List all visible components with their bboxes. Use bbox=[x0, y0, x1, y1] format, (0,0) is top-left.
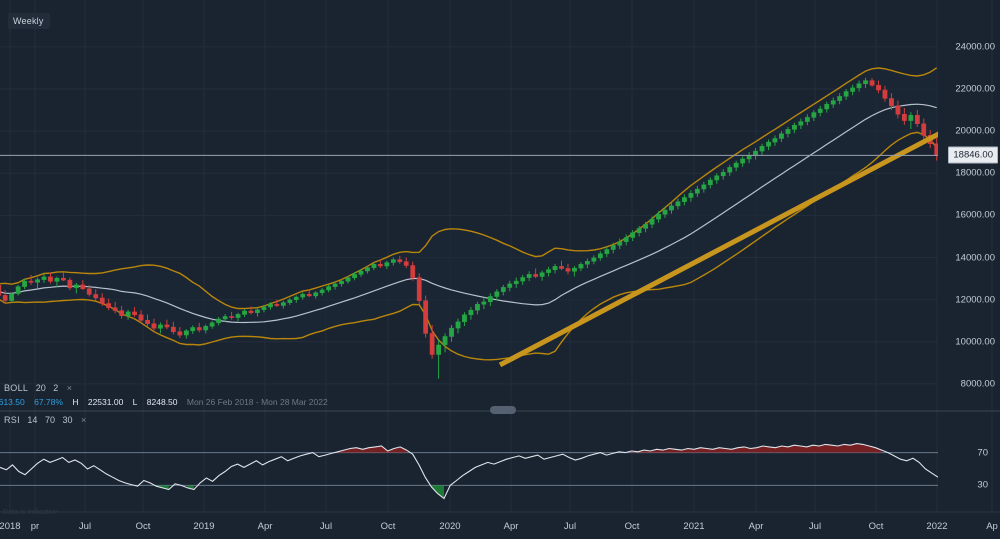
time-tick-jul: Jul bbox=[78, 521, 92, 532]
stat-low-label: L bbox=[132, 397, 138, 407]
bollinger-bands bbox=[0, 67, 938, 361]
stat-change-percent: 67.78% bbox=[34, 397, 63, 407]
ohlc-stats-row: 7613.50 67.78% H 22531.00 L 8248.50 Mon … bbox=[0, 397, 335, 407]
timeframe-badge[interactable]: Weekly bbox=[8, 13, 50, 29]
time-tick-ap: Ap bbox=[986, 521, 998, 532]
stat-date-range: Mon 26 Feb 2018 - Mon 28 Mar 2022 bbox=[186, 397, 328, 407]
rsi-tick-70: 70 bbox=[977, 447, 988, 459]
rsi-param-oversold[interactable]: 30 bbox=[62, 415, 73, 425]
time-tick-2021: 2021 bbox=[683, 521, 705, 532]
time-tick-oct: Oct bbox=[624, 521, 640, 532]
time-tick-oct: Oct bbox=[135, 521, 151, 532]
stat-change-value: 7613.50 bbox=[0, 397, 25, 407]
boll-param-deviation[interactable]: 2 bbox=[53, 383, 59, 393]
rsi-close-icon[interactable]: × bbox=[81, 415, 87, 425]
time-tick-2022: 2022 bbox=[926, 521, 948, 532]
time-tick-jul: Jul bbox=[808, 521, 822, 532]
price-axis[interactable]: 24000.00 22000.00 20000.00 18000.00 16000.00… bbox=[938, 0, 1000, 420]
time-tick-2018: 2018 bbox=[0, 521, 21, 532]
rsi-param-period[interactable]: 14 bbox=[27, 415, 38, 425]
time-tick-2020: 2020 bbox=[439, 521, 461, 532]
price-tick-12000: 12000.00 bbox=[955, 294, 995, 306]
rsi-indicator-legend[interactable]: RSI 14 70 30 × bbox=[4, 415, 86, 425]
rsi-series[interactable] bbox=[0, 443, 938, 500]
price-tick-16000: 16000.00 bbox=[955, 209, 995, 221]
time-tick-jul: Jul bbox=[319, 521, 333, 532]
trendline-drawing[interactable] bbox=[498, 130, 946, 368]
time-tick-oct: Oct bbox=[868, 521, 884, 532]
time-axis[interactable]: 2018 pr Jul Oct 2019 Apr Jul Oct 2020 Apr Jul Oct 20… bbox=[0, 512, 1000, 539]
rsi-param-overbought[interactable]: 70 bbox=[44, 415, 55, 425]
bollinger-band-fill bbox=[0, 67, 937, 360]
price-tick-18000: 18000.00 bbox=[955, 167, 995, 179]
time-tick-apr: Apr bbox=[257, 521, 273, 532]
price-tick-24000: 24000.00 bbox=[955, 41, 995, 53]
rsi-axis: 70 30 bbox=[938, 420, 1000, 515]
boll-param-period[interactable]: 20 bbox=[35, 383, 46, 393]
current-price-label: 18846.00 bbox=[948, 146, 998, 164]
price-tick-20000: 20000.00 bbox=[955, 125, 995, 137]
boll-indicator-legend[interactable]: BOLL 20 2 × bbox=[4, 383, 72, 393]
stat-low-value: 8248.50 bbox=[146, 397, 178, 407]
data-disclaimer: Data is indicative bbox=[3, 509, 58, 516]
time-tick-apr: Apr bbox=[748, 521, 764, 532]
boll-close-icon[interactable]: × bbox=[66, 383, 73, 393]
stat-high-value: 22531.00 bbox=[87, 397, 124, 407]
price-tick-14000: 14000.00 bbox=[955, 252, 995, 264]
candlestick-series[interactable] bbox=[0, 77, 939, 379]
time-tick-pr: pr bbox=[30, 521, 40, 532]
boll-label: BOLL bbox=[4, 383, 29, 393]
pane-resize-handle[interactable] bbox=[490, 406, 516, 414]
rsi-tick-30: 30 bbox=[977, 479, 988, 491]
time-tick-2019: 2019 bbox=[193, 521, 215, 532]
price-tick-10000: 10000.00 bbox=[955, 336, 995, 348]
stat-high-label: H bbox=[72, 397, 79, 407]
price-tick-22000: 22000.00 bbox=[955, 83, 995, 95]
time-tick-oct: Oct bbox=[380, 521, 396, 532]
price-tick-8000: 8000.00 bbox=[960, 378, 995, 390]
time-tick-jul: Jul bbox=[563, 521, 577, 532]
rsi-label: RSI bbox=[4, 415, 20, 425]
time-tick-apr: Apr bbox=[503, 521, 519, 532]
